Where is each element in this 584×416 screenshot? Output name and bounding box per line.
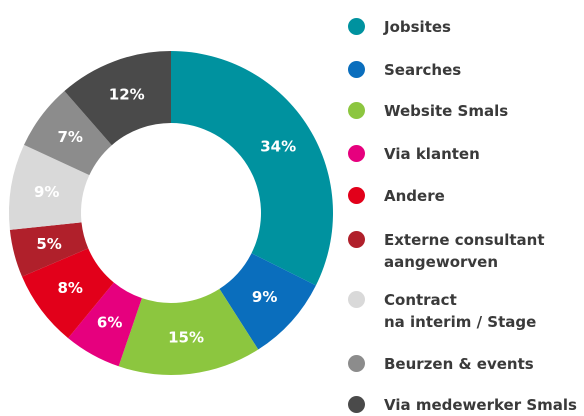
slice-label: 5% bbox=[36, 235, 61, 253]
slice bbox=[24, 91, 112, 176]
legend-swatch bbox=[348, 355, 365, 372]
slice-label: 6% bbox=[97, 314, 122, 332]
slice-label: 12% bbox=[109, 86, 145, 104]
slice-label: 9% bbox=[34, 183, 59, 201]
slice bbox=[64, 51, 171, 146]
legend-label: Andere bbox=[384, 187, 445, 205]
slice bbox=[8, 144, 90, 230]
legend-label: Website Smals bbox=[384, 102, 509, 120]
slice bbox=[171, 51, 333, 286]
legend-swatch bbox=[348, 396, 365, 413]
legend-label: Searches bbox=[384, 61, 462, 79]
legend-swatch bbox=[348, 187, 365, 204]
slice bbox=[219, 253, 316, 350]
legend-label: Jobsites bbox=[384, 18, 451, 36]
slice-label: 9% bbox=[252, 288, 277, 306]
slice bbox=[22, 248, 114, 339]
slice bbox=[68, 282, 142, 367]
legend-swatch bbox=[348, 145, 365, 162]
slice-label: 15% bbox=[168, 329, 204, 347]
legend-label: Beurzen & events bbox=[384, 355, 534, 373]
slice-label: 7% bbox=[57, 128, 82, 146]
slice-label: 8% bbox=[57, 279, 82, 297]
legend-label: Contract na interim / Stage bbox=[384, 291, 537, 331]
legend-swatch bbox=[348, 61, 365, 78]
legend-swatch bbox=[348, 291, 365, 308]
slice bbox=[9, 222, 89, 277]
legend-label: Externe consultant aangeworven bbox=[384, 231, 545, 271]
legend-label: Via klanten bbox=[384, 145, 480, 163]
slice-label: 34% bbox=[260, 137, 296, 155]
legend-swatch bbox=[348, 231, 365, 248]
slice bbox=[118, 288, 259, 375]
donut: 34% 9% 15% 6% 8% 5% 9% 7% 12% bbox=[8, 51, 333, 375]
legend-swatch bbox=[348, 18, 365, 35]
legend-swatch bbox=[348, 102, 365, 119]
legend-label: Via medewerker Smals bbox=[384, 396, 577, 414]
